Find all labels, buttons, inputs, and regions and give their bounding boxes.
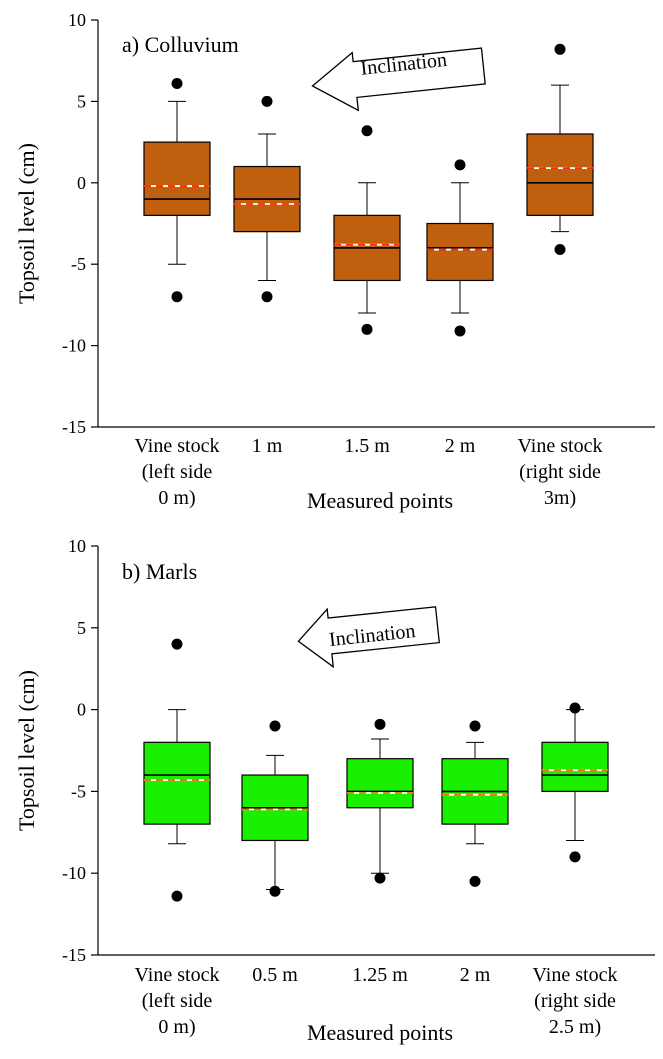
arrow-shape [311, 47, 486, 112]
chart-panel-b: 10 5 0 -5 -10 -15 Topsoil level (cm) b) Marls In… [14, 536, 655, 1045]
outlier-point [469, 875, 481, 887]
y-tick-label: 5 [77, 91, 86, 111]
outlier-point [554, 43, 566, 55]
y-tick-label: 0 [77, 700, 86, 720]
x-category-label: 0 m) [158, 1016, 195, 1038]
y-tick-label: -5 [71, 781, 86, 801]
outlier-point [261, 291, 273, 303]
inclination-arrow: Inclination [297, 606, 441, 669]
y-tick-label: -10 [62, 336, 86, 356]
x-category-label: (left side [142, 461, 213, 483]
x-axis-title: Measured points [307, 488, 453, 513]
iqr-box [541, 741, 609, 793]
box-4 [441, 720, 509, 887]
outlier-point [361, 125, 373, 137]
x-category-label: 1.5 m [344, 435, 390, 457]
x-category-label: 2.5 m) [549, 1016, 601, 1038]
outlier-point [469, 720, 481, 732]
outlier-point [361, 323, 373, 335]
y-tick-label: 10 [68, 10, 86, 30]
y-axis-title: Topsoil level (cm) [14, 670, 39, 831]
y-tick-label: -5 [71, 254, 86, 274]
x-category-label: (right side [519, 461, 601, 483]
outlier-point [454, 325, 466, 337]
outlier-point [171, 291, 183, 303]
box-1 [143, 77, 211, 303]
y-tick-label: -10 [62, 863, 86, 883]
outlier-point [569, 702, 581, 714]
inclination-arrow: Inclination [311, 47, 486, 112]
panel-title: a) Colluvium [122, 32, 239, 57]
box-5 [541, 702, 609, 863]
x-category-label: 1 m [252, 435, 283, 457]
outlier-point [171, 77, 183, 89]
x-category-label: (right side [534, 990, 616, 1012]
x-category-label: 0.5 m [252, 964, 298, 986]
outlier-point [261, 95, 273, 107]
x-category-label: Vine stock [533, 964, 618, 986]
x-category-label: 2 m [445, 435, 476, 457]
box-2 [241, 720, 309, 897]
y-tick-label: 5 [77, 618, 86, 638]
iqr-box [346, 758, 414, 809]
arrow-shape [297, 606, 441, 669]
box-2 [233, 95, 301, 303]
outlier-point [171, 638, 183, 650]
x-category-label: 3m) [544, 487, 576, 509]
iqr-box [143, 141, 211, 216]
outlier-point [269, 720, 281, 732]
x-category-label: Vine stock [135, 964, 220, 986]
iqr-box [526, 133, 594, 216]
outlier-point [374, 872, 386, 884]
outlier-point [569, 851, 581, 863]
outlier-point [269, 885, 281, 897]
outlier-point [454, 159, 466, 171]
iqr-box [143, 741, 211, 825]
y-tick-label: -15 [62, 945, 86, 965]
y-tick-label: 0 [77, 173, 86, 193]
outlier-point [171, 890, 183, 902]
x-category-label: 2 m [460, 964, 491, 986]
x-category-label: 1.25 m [352, 964, 408, 986]
x-category-label: Vine stock [135, 435, 220, 457]
box-5 [526, 43, 594, 256]
box-3 [346, 718, 414, 884]
x-category-label: (left side [142, 990, 213, 1012]
chart-panel-a: 10 5 0 -5 -10 -15 Topsoil level (cm) a) Colluvi… [14, 10, 655, 513]
box-3 [333, 125, 401, 335]
y-axis-title: Topsoil level (cm) [14, 143, 39, 304]
outlier-point [554, 244, 566, 256]
box-1 [143, 638, 211, 902]
x-category-label: 0 m) [158, 487, 195, 509]
outlier-point [374, 718, 386, 730]
panel-title: b) Marls [122, 559, 197, 584]
iqr-box [426, 222, 494, 282]
x-axis-title: Measured points [307, 1020, 453, 1045]
y-tick-label: -15 [62, 417, 86, 437]
box-4 [426, 159, 494, 337]
y-tick-label: 10 [68, 536, 86, 556]
x-category-label: Vine stock [518, 435, 603, 457]
